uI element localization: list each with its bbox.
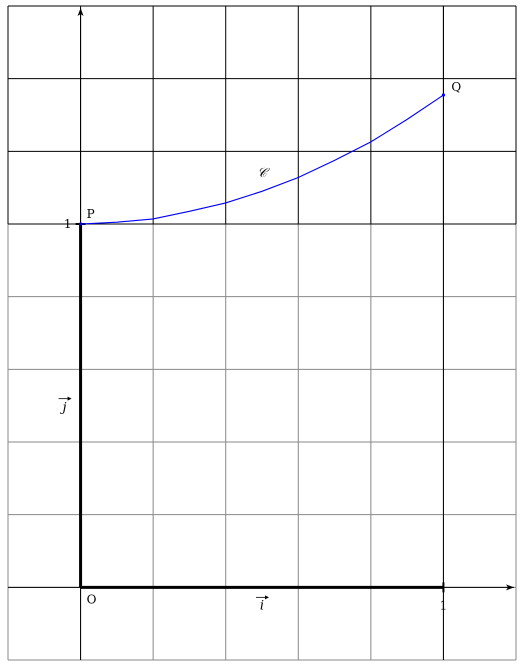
x-tick-label-1: 1 — [440, 598, 448, 612]
x-axis-arrowhead — [506, 584, 514, 591]
point-p — [78, 222, 83, 226]
axis-labels: O 1 1 i j 𝒞 P Q — [58, 80, 461, 613]
origin-label: O — [87, 592, 97, 606]
vector-arrow-j-head — [67, 396, 72, 401]
unit-vector-i-label: i — [260, 598, 264, 613]
point-p-label: P — [87, 207, 95, 221]
curve-c — [80, 94, 444, 225]
unit-vector-j-label: j — [60, 401, 67, 416]
curve-label: 𝒞 — [257, 166, 270, 181]
y-axis-arrowhead — [77, 8, 84, 16]
point-q-label: Q — [451, 80, 461, 94]
axes — [8, 6, 514, 660]
y-tick-label-1: 1 — [64, 217, 72, 231]
grid-lines — [7, 5, 517, 661]
point-q — [441, 93, 446, 97]
vector-arrow-i-head — [265, 595, 269, 600]
curve-endpoints — [78, 93, 446, 226]
